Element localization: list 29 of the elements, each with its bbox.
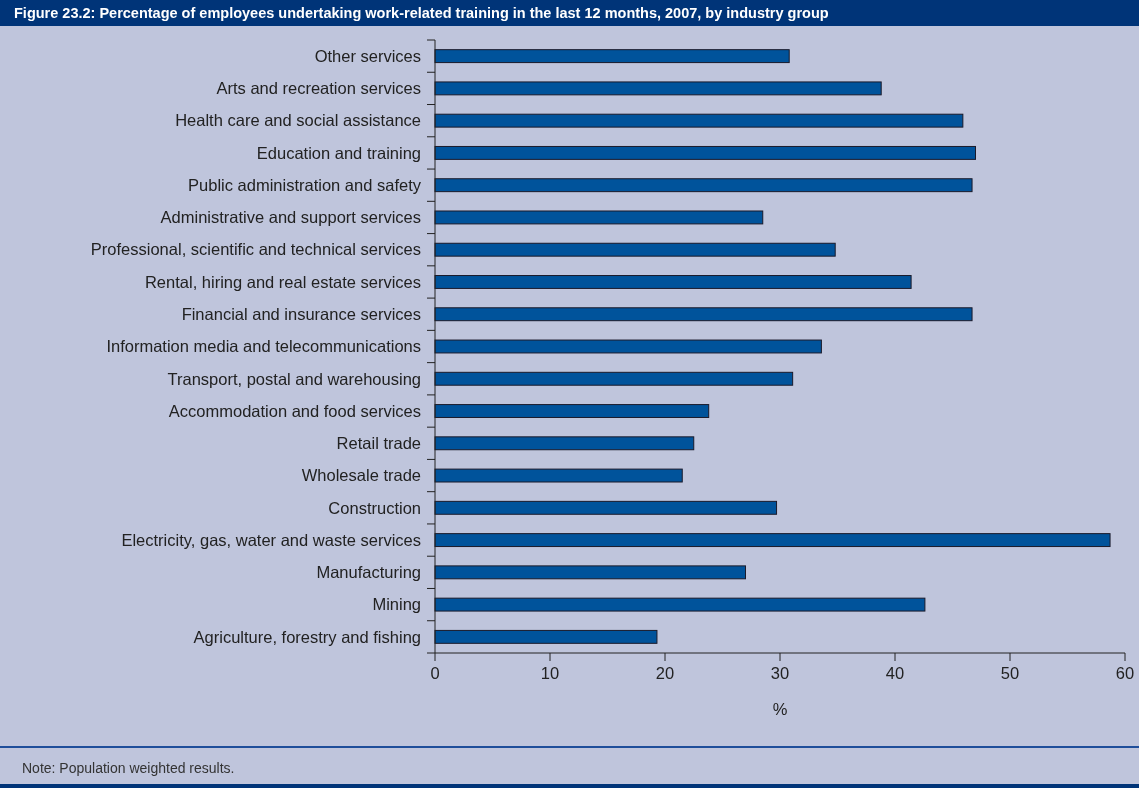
y-tick-label: Public administration and safety [188,175,422,194]
x-tick-label: 60 [1115,664,1135,682]
y-tick-label: Arts and recreation services [216,79,421,98]
x-tick-label: 20 [655,664,675,682]
y-tick-label: Manufacturing [316,563,421,582]
y-tick-label: Professional, scientific and technical services [90,240,421,259]
y-tick-label: Retail trade [336,434,421,453]
y-tick-label: Electricity, gas, water and waste services [121,530,421,549]
x-tick-label: 40 [885,664,905,682]
x-tick-label: 0 [430,664,440,682]
y-tick-label: Information media and telecommunications [106,337,421,356]
y-tick-label: Agriculture, forestry and fishing [193,627,421,646]
chart-title: Figure 23.2: Percentage of employees undertaking work-related training in the last 12 months, 2007, by industry group [14,5,829,21]
y-tick-label: Other services [314,46,421,65]
text: Note: Population weighted results. [22,760,235,776]
y-tick-label: Construction [328,498,421,517]
y-tick-label: Administrative and support services [160,208,421,227]
x-tick-label: 10 [540,664,560,682]
y-tick-label: Mining [372,595,421,614]
y-tick-label: Financial and insurance services [181,305,421,324]
x-tick-label: 30 [770,664,790,682]
y-tick-label: Accommodation and food services [168,401,421,420]
y-tick-label: Health care and social assistance [175,111,421,130]
y-tick-label: Education and training [256,143,421,162]
y-tick-label: Rental, hiring and real estate services [144,272,421,291]
x-axis-title: % [772,700,788,718]
y-tick-label: Transport, postal and warehousing [167,369,421,388]
x-tick-label: 50 [1000,664,1020,682]
y-tick-label: Wholesale trade [301,466,421,485]
